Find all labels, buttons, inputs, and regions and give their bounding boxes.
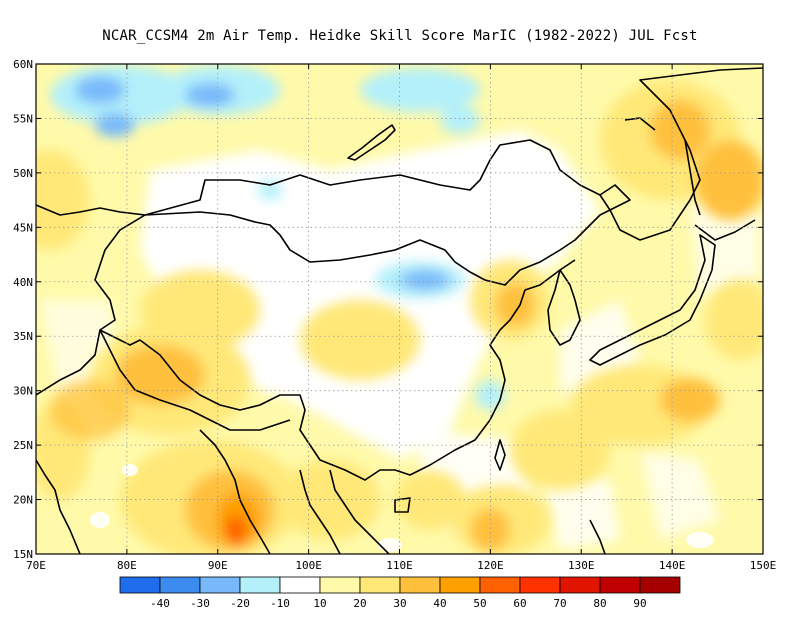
latitude-labels: 15N 20N 25N 30N 35N 40N 45N 50N 55N 60N — [13, 58, 33, 561]
philippines-coast — [589, 519, 606, 554]
japan-coast — [589, 234, 716, 366]
legend-label: -30 — [190, 597, 210, 610]
himalaya-border — [99, 329, 291, 431]
legend-label: 40 — [433, 597, 446, 610]
legend-label: 90 — [633, 597, 646, 610]
legend-label: 50 — [473, 597, 486, 610]
legend-box — [519, 576, 561, 594]
okhotsk-coast — [624, 117, 656, 131]
legend-label: -20 — [230, 597, 250, 610]
lon-label: 80E — [117, 559, 137, 572]
lat-label: 40N — [13, 276, 33, 289]
white-specks — [90, 464, 714, 552]
lat-label: 15N — [13, 548, 33, 561]
sakhalin-coast — [684, 139, 701, 216]
warm-patches — [36, 80, 763, 554]
legend-label: 80 — [593, 597, 606, 610]
lat-label: 50N — [13, 167, 33, 180]
legend-label: -10 — [270, 597, 290, 610]
lat-label: 45N — [13, 221, 33, 234]
legend-box — [319, 576, 361, 594]
tick-marks — [35, 63, 764, 555]
korea-coast — [547, 269, 581, 346]
legend-box — [199, 576, 241, 594]
legend-label: 20 — [353, 597, 366, 610]
lon-label: 100E — [295, 559, 322, 572]
legend-box — [279, 576, 321, 594]
lon-label: 150E — [750, 559, 777, 572]
coastlines — [36, 67, 763, 554]
legend-label: 60 — [513, 597, 526, 610]
lat-label: 55N — [13, 112, 33, 125]
legend-box — [639, 576, 681, 594]
longitude-labels: 70E 80E 90E 100E 110E 120E 130E 140E 150E — [26, 559, 776, 572]
lat-label: 25N — [13, 439, 33, 452]
legend-box — [239, 576, 281, 594]
hainan-coast — [394, 497, 411, 513]
gridlines — [36, 64, 763, 554]
legend-box — [439, 576, 481, 594]
india-west-coast — [36, 459, 81, 554]
lat-label: 35N — [13, 330, 33, 343]
pakistan-border — [36, 329, 101, 396]
legend-color-boxes — [119, 576, 681, 594]
shading-layer — [36, 64, 763, 554]
lon-label: 140E — [659, 559, 686, 572]
china-mongolia-border — [144, 139, 631, 286]
kazakh-border — [36, 204, 146, 216]
legend-box — [599, 576, 641, 594]
lat-label: 60N — [13, 58, 33, 71]
lon-label: 110E — [386, 559, 413, 572]
legend-box — [559, 576, 601, 594]
bay-of-bengal-coast — [199, 429, 271, 554]
lon-label: 90E — [208, 559, 228, 572]
legend-box — [399, 576, 441, 594]
cool-patches — [50, 65, 505, 410]
legend-box — [479, 576, 521, 594]
indochina-border — [299, 469, 341, 554]
legend-box — [159, 576, 201, 594]
china-south-border — [94, 214, 576, 481]
taiwan-coast — [494, 439, 506, 471]
legend-label: 70 — [553, 597, 566, 610]
chart-title: NCAR_CCSM4 2m Air Temp. Heidke Skill Sco… — [102, 28, 698, 44]
lat-label: 30N — [13, 385, 33, 398]
legend-box — [119, 576, 161, 594]
legend-label: -40 — [150, 597, 170, 610]
hokkaido-coast — [694, 219, 756, 241]
lon-label: 120E — [477, 559, 504, 572]
lon-label: 70E — [26, 559, 46, 572]
legend-label: 10 — [313, 597, 326, 610]
indochina-coast — [329, 469, 391, 554]
legend-box — [359, 576, 401, 594]
legend-label: 30 — [393, 597, 406, 610]
lake-baikal — [347, 124, 396, 161]
lat-label: 20N — [13, 494, 33, 507]
lon-label: 130E — [568, 559, 595, 572]
legend-labels: -40 -30 -20 -10 10 20 30 40 50 60 70 80 90 — [150, 597, 647, 610]
